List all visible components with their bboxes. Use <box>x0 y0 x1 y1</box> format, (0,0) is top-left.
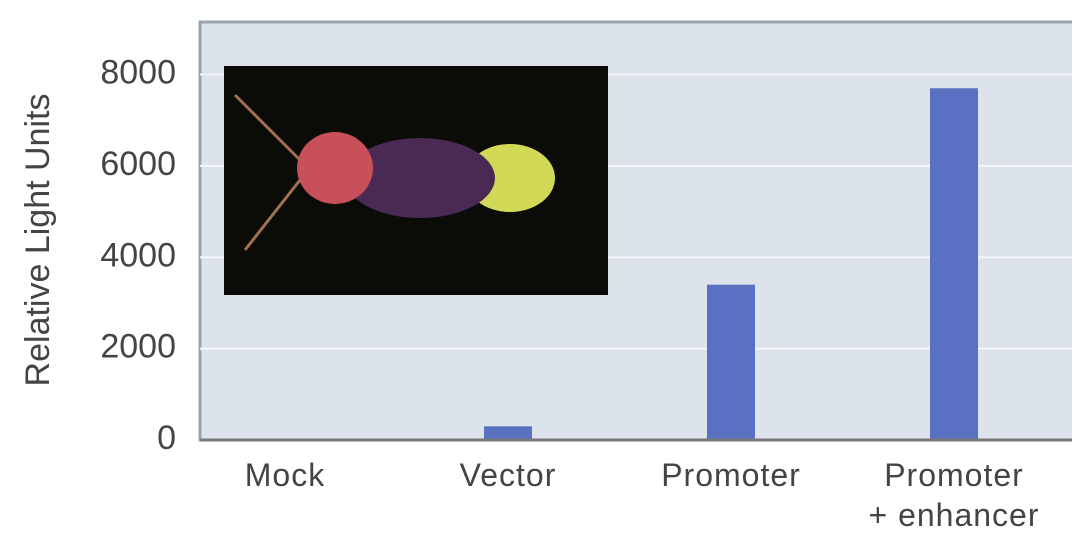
antenna <box>243 179 302 251</box>
y-tick-label: 8000 <box>100 54 176 92</box>
y-axis-title: Relative Light Units <box>19 94 57 387</box>
y-tick-label: 4000 <box>100 236 176 274</box>
antenna <box>233 93 302 162</box>
x-tick-label: Vector <box>460 457 557 493</box>
firefly-photo <box>224 66 608 295</box>
bar <box>707 284 755 440</box>
head <box>297 132 373 204</box>
abdomen <box>345 138 495 218</box>
bars <box>484 88 978 440</box>
y-tick-label: 2000 <box>100 328 176 366</box>
x-tick-label: Promoter <box>661 457 801 493</box>
y-tick-label: 6000 <box>100 145 176 183</box>
y-tick-label: 0 <box>157 419 176 457</box>
bar <box>484 426 532 440</box>
x-tick-label: Mock <box>245 457 325 493</box>
bar <box>930 88 978 440</box>
x-tick-label: Promoter + enhancer <box>868 457 1039 533</box>
